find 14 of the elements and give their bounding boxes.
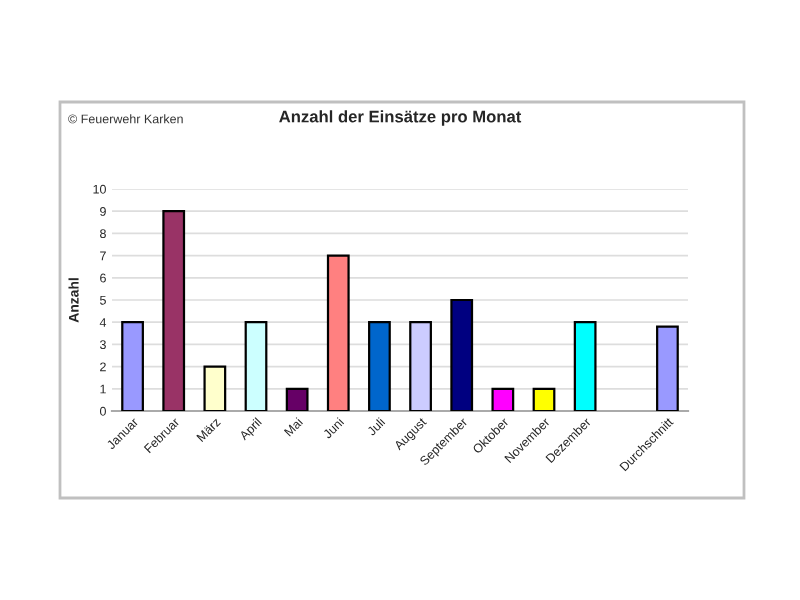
- bar: [409, 321, 432, 411]
- bar: [450, 298, 474, 411]
- bar: [368, 321, 391, 411]
- bar: [491, 387, 515, 411]
- bar: [244, 321, 268, 411]
- bar: [326, 254, 350, 411]
- bar: [532, 387, 556, 411]
- bar: [203, 365, 227, 411]
- chart-title: Anzahl der Einsätze pro Monat: [279, 110, 522, 126]
- bar: [573, 321, 597, 411]
- bar: [656, 325, 679, 411]
- bar: [285, 387, 309, 411]
- bar: [121, 321, 144, 411]
- bar: [162, 210, 186, 411]
